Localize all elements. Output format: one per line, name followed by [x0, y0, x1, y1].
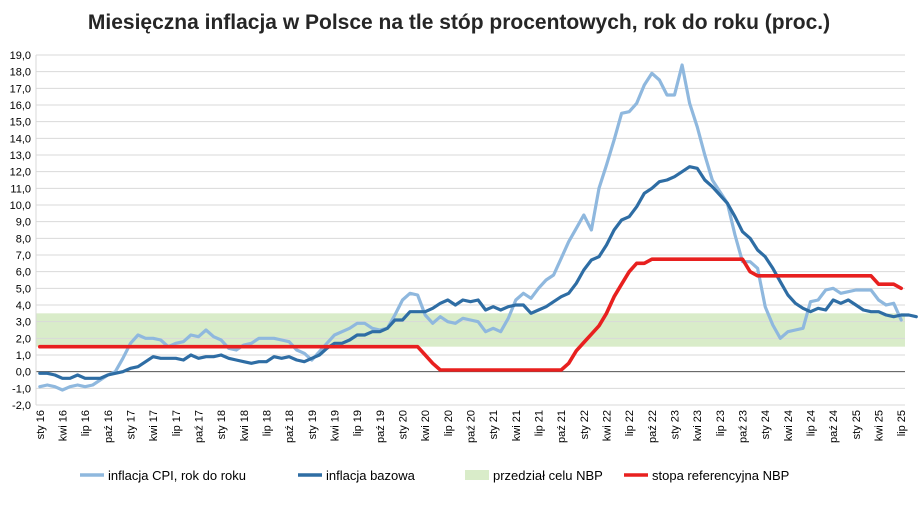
- y-tick-label: 18,0: [10, 67, 31, 79]
- x-tick-label: sty 21: [488, 410, 500, 439]
- legend-label: przedział celu NBP: [493, 468, 603, 483]
- series-line-3: [37, 257, 904, 372]
- legend-label: stopa referencyjna NBP: [652, 468, 789, 483]
- x-tick-label: kwi 16: [57, 410, 69, 441]
- x-tick-label: sty 19: [307, 410, 319, 439]
- plot-area: 19,0 18,0 17,0 16,0 15,0 14,0 13,0 12,0 11,0 10,0…: [10, 50, 918, 443]
- legend-swatch: [465, 470, 489, 480]
- x-tick-label: kwi 17: [148, 410, 160, 441]
- x-tick-label: lip 23: [715, 410, 727, 436]
- x-tick-label: kwi 20: [420, 410, 432, 441]
- x-tick-label: sty 24: [760, 410, 772, 439]
- chart-title: Miesięczna inflacja w Polsce na tle stóp…: [88, 11, 830, 34]
- y-tick-label: 2,0: [16, 333, 31, 345]
- x-tick-label: lip 16: [80, 410, 92, 436]
- x-tick-label: sty 18: [216, 410, 228, 439]
- series-line-2: [38, 165, 918, 380]
- y-tick-label: 7,0: [16, 250, 31, 262]
- x-tick-label: paź 16: [103, 410, 115, 443]
- x-tick-label: sty 20: [397, 410, 409, 439]
- x-tick-label: paź 22: [647, 410, 659, 443]
- x-tick-label: paź 20: [466, 410, 478, 443]
- x-tick-label: kwi 24: [783, 410, 795, 441]
- y-tick-label: 16,0: [10, 100, 31, 112]
- y-tick-label: 0,0: [16, 367, 31, 379]
- x-tick-label: sty 22: [579, 410, 591, 439]
- legend: inflacja CPI, rok do roku inflacja bazowa…: [80, 468, 789, 483]
- y-tick-label: 5,0: [16, 283, 31, 295]
- y-tick-label: 10,0: [10, 200, 31, 212]
- x-tick-label: kwi 22: [602, 410, 614, 441]
- y-tick-label: -1,0: [12, 383, 31, 395]
- x-tick-label: sty 23: [670, 410, 682, 439]
- x-tick-label: lip 20: [443, 410, 455, 436]
- y-tick-label: 6,0: [16, 267, 31, 279]
- y-tick-label: 9,0: [16, 217, 31, 229]
- x-tick-label: sty 17: [125, 410, 137, 439]
- x-tick-label: paź 24: [828, 410, 840, 443]
- x-tick-label: paź 17: [193, 410, 205, 443]
- y-tick-label: 1,0: [16, 350, 31, 362]
- x-tick-label: paź 21: [556, 410, 568, 443]
- y-tick-label: 19,0: [10, 50, 31, 62]
- x-tick-label: sty 16: [35, 410, 47, 439]
- y-tick-label: 14,0: [10, 133, 31, 145]
- x-tick-label: lip 21: [534, 410, 546, 436]
- y-tick-label: -2,0: [12, 400, 31, 412]
- x-tick-label: sty 25: [851, 410, 863, 439]
- x-tick-label: paź 23: [738, 410, 750, 443]
- y-tick-label: 15,0: [10, 117, 31, 129]
- x-tick-label: kwi 19: [329, 410, 341, 441]
- series-line-1: [38, 63, 903, 392]
- x-tick-label: lip 24: [806, 410, 818, 436]
- x-tick-label: lip 18: [261, 410, 273, 436]
- x-tick-label: lip 19: [352, 410, 364, 436]
- y-tick-label: 4,0: [16, 300, 31, 312]
- y-tick-label: 12,0: [10, 167, 31, 179]
- y-tick-label: 17,0: [10, 83, 31, 95]
- x-tick-label: paź 19: [375, 410, 387, 443]
- x-tick-label: lip 17: [171, 410, 183, 436]
- x-tick-label: kwi 18: [239, 410, 251, 441]
- x-tick-label: lip 22: [624, 410, 636, 436]
- legend-label: inflacja CPI, rok do roku: [108, 468, 246, 483]
- y-tick-label: 11,0: [10, 183, 31, 195]
- x-tick-label: kwi 25: [874, 410, 886, 441]
- legend-label: inflacja bazowa: [326, 468, 416, 483]
- x-tick-label: paź 18: [284, 410, 296, 443]
- x-tick-label: kwi 21: [511, 410, 523, 441]
- y-tick-label: 8,0: [16, 233, 31, 245]
- x-tick-label: lip 25: [896, 410, 908, 436]
- x-tick-label: kwi 23: [692, 410, 704, 441]
- y-tick-label: 13,0: [10, 150, 31, 162]
- y-tick-label: 3,0: [16, 317, 31, 329]
